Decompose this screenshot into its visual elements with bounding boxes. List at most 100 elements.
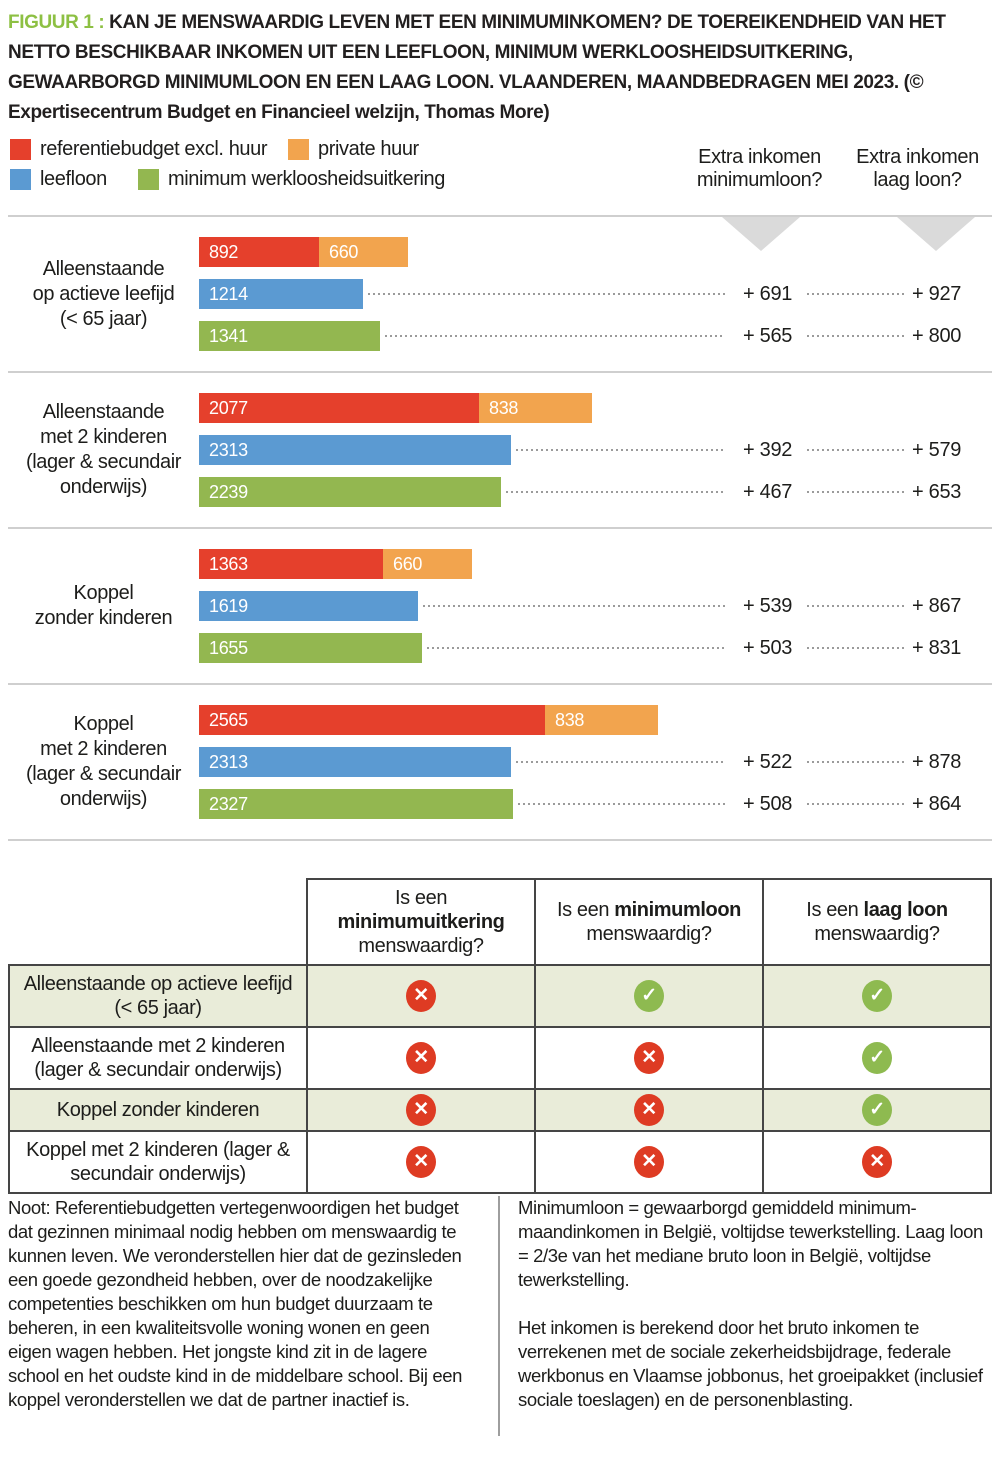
red-bar-segment: 2077 [199, 393, 479, 423]
cross-icon: ✕ [634, 1094, 664, 1126]
legend-label: private huur [318, 137, 419, 160]
bar-row: 2327 + 508 + 864 [199, 789, 992, 819]
check-icon: ✓ [634, 980, 664, 1012]
dotted-leader [807, 605, 904, 607]
blue-bar-segment: 1619 [199, 591, 418, 621]
bar-row: 2313 + 392 + 579 [199, 435, 992, 465]
referentiebudget-bar: 1363 660 [199, 549, 472, 579]
group-label-line: (lager & secundair [25, 763, 182, 785]
red-swatch-icon [10, 138, 31, 160]
assessment-cell: ✓ [534, 964, 764, 1028]
dotted-leader [807, 335, 904, 337]
group-label: Koppel zonder kinderen [8, 529, 199, 683]
assessment-cell: ✕ [762, 1130, 992, 1194]
assessment-cell: ✕ [306, 1088, 536, 1132]
red-bar-segment: 892 [199, 237, 319, 267]
bar-chart: Alleenstaande op actieve leefijd (< 65 jaa… [8, 215, 992, 841]
minimum werkloosheidsuitkering-bar: 1655 [199, 633, 422, 663]
referentiebudget-bar: 2077 838 [199, 393, 592, 423]
group-label-line: op actieve leefijd [32, 282, 175, 305]
cross-icon: ✕ [406, 1094, 436, 1126]
figure-title-text: KAN JE MENSWAARDIG LEVEN MET EEN MINIMUM… [8, 12, 946, 93]
dotted-leader [807, 803, 904, 805]
referentiebudget-bar: 892 660 [199, 237, 408, 267]
column-header-line: Extra inkomen [856, 146, 979, 168]
cross-icon: ✕ [634, 1146, 664, 1178]
orange-bar-segment: 660 [319, 237, 408, 267]
group-label-line: Koppel [73, 713, 134, 735]
figure-title: FIGUUR 1 : KAN JE MENSWAARDIG LEVEN MET … [8, 8, 994, 128]
cross-icon: ✕ [406, 1146, 436, 1178]
column-header-extra-minimumloon: Extra inkomen minimumloon? [672, 146, 847, 192]
footnote-left: Noot: Referentiebudgetten vertegenwoordi… [8, 1197, 462, 1410]
table-row: Alleenstaande op actieve leefijd (< 65 j… [8, 964, 992, 1028]
footnote-paragraph: Het inkomen is berekend door het bruto i… [518, 1317, 983, 1410]
extra-income-laagloon-value: + 831 [912, 636, 962, 659]
dotted-leader [385, 335, 725, 337]
green-bar-segment: 1341 [199, 321, 380, 351]
assessment-cell: ✓ [762, 964, 992, 1028]
orange-bar-segment: 838 [479, 393, 592, 423]
down-triangle-icon [722, 217, 800, 251]
bar-row: 1214 + 691 + 927 [199, 279, 992, 309]
legend-item-leefloon: leefloon [10, 168, 138, 191]
bar-row: 1619 + 539 + 867 [199, 591, 992, 621]
group-label-line: Alleenstaande [42, 257, 165, 280]
bar-value-label: 2239 [209, 481, 248, 502]
row-label-cell: Alleenstaande op actieve leefijd (< 65 j… [8, 964, 308, 1028]
check-icon: ✓ [862, 1042, 892, 1074]
dotted-leader [518, 803, 725, 805]
legend-item-werkloosheidsuitkering: minimum werkloosheidsuitkering [138, 168, 445, 191]
table-row: Alleenstaande met 2 kinderen (lager & se… [8, 1026, 992, 1090]
extra-income-minimumloon-value: + 539 [743, 594, 793, 617]
dotted-leader [807, 293, 904, 295]
cross-icon: ✕ [634, 1042, 664, 1074]
row-label-cell: Alleenstaande met 2 kinderen (lager & se… [8, 1026, 308, 1090]
dotted-leader [807, 449, 904, 451]
extra-income-minimumloon-value: + 467 [743, 480, 793, 503]
table-header-row: Is een minimumuitkering menswaardig? Is … [9, 878, 992, 966]
group-label: Alleenstaande met 2 kinderen (lager & secu… [8, 373, 199, 527]
row-label-cell: Koppel zonder kinderen [8, 1088, 308, 1132]
group-label: Koppel met 2 kinderen (lager & secundair on… [8, 685, 199, 839]
extra-income-minimumloon-value: + 522 [743, 750, 793, 773]
bar-value-label: 838 [489, 397, 519, 418]
bar-value-label: 2313 [209, 439, 248, 460]
down-triangle-icon [897, 217, 975, 251]
group-label-line: met 2 kinderen [40, 426, 167, 448]
assessment-cell: ✕ [306, 1026, 536, 1090]
table-header-minimumloon: Is een minimumloon menswaardig? [534, 878, 764, 966]
group-bars: 892 660 1214 + 691 + 927 1341 + 565 + 800 [199, 217, 992, 371]
extra-income-minimumloon-value: + 392 [743, 438, 793, 461]
cross-icon: ✕ [406, 980, 436, 1012]
extra-income-laagloon-value: + 927 [912, 282, 962, 305]
footnote-paragraph: Minimumloon = gewaarborgd gemiddeld mini… [518, 1197, 983, 1290]
check-icon: ✓ [862, 1094, 892, 1126]
group-bars: 2077 838 2313 + 392 + 579 2239 + 467 + 653 [199, 373, 992, 527]
bar-value-label: 1655 [209, 637, 248, 658]
group-label-line: zonder kinderen [34, 607, 173, 629]
referentiebudget-bar: 2565 838 [199, 705, 658, 735]
dotted-leader [506, 491, 725, 493]
assessment-cell: ✓ [762, 1026, 992, 1090]
bar-row: 1363 660 [199, 549, 992, 579]
group-label-line: Alleenstaande [42, 401, 165, 423]
chart-group: Koppel zonder kinderen 1363 660 1619 + 539 + 8… [8, 527, 992, 683]
table-header-laagloon: Is een laag loon menswaardig? [762, 878, 992, 966]
leefloon-bar: 1214 [199, 279, 363, 309]
minimum werkloosheidsuitkering-bar: 2327 [199, 789, 513, 819]
blue-bar-segment: 1214 [199, 279, 363, 309]
table-row: Koppel met 2 kinderen (lager & secundair… [8, 1130, 992, 1194]
assessment-cell: ✓ [762, 1088, 992, 1132]
dotted-leader [423, 605, 725, 607]
column-header-extra-laagloon: Extra inkomen laag loon? [840, 146, 995, 192]
bar-value-label: 2313 [209, 751, 248, 772]
cross-icon: ✕ [406, 1042, 436, 1074]
figure-copyright: (© Expertisecentrum Budget en Financieel… [8, 72, 924, 123]
group-label: Alleenstaande op actieve leefijd (< 65 jaa… [8, 217, 199, 371]
table-corner-cell [9, 879, 307, 965]
bar-row: 2239 + 467 + 653 [199, 477, 992, 507]
column-header-line: laag loon? [873, 169, 962, 191]
dotted-leader [807, 647, 904, 649]
